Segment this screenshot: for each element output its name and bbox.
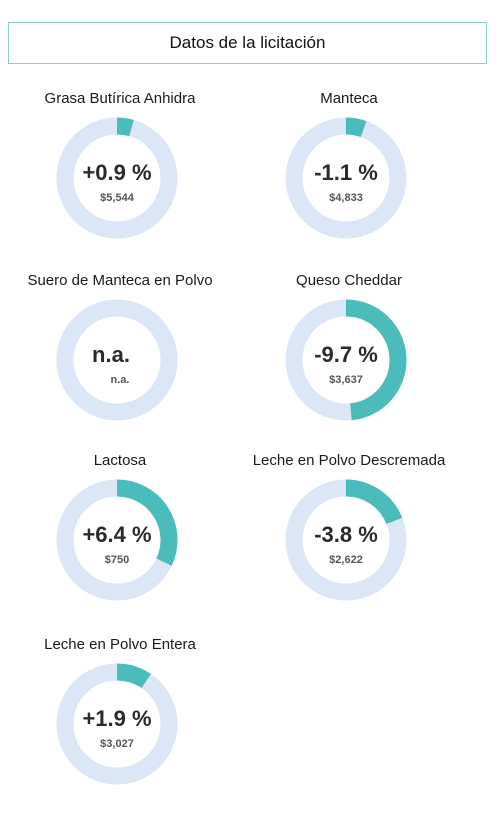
donut-chart: -3.8 % $2,622 — [285, 479, 407, 601]
donut-price-value: $4,833 — [329, 192, 363, 204]
donut-arc — [116, 479, 178, 566]
donut-label: Suero de Manteca en Polvo — [27, 272, 213, 289]
donut-arc — [116, 663, 152, 689]
donut-card: Grasa Butírica Anhidra +0.9 % $5,544 — [0, 90, 240, 270]
donut-label: Grasa Butírica Anhidra — [44, 90, 196, 107]
donut-arc — [345, 299, 407, 421]
donut-change-value: -1.1 % — [314, 160, 378, 185]
donut-price-value: $3,637 — [329, 374, 363, 386]
tender-data-header: Datos de la licitación — [8, 22, 487, 64]
donut-label: Manteca — [320, 90, 378, 107]
donut-change-value: +6.4 % — [82, 522, 151, 547]
donut-price-value: $5,544 — [100, 192, 135, 204]
donut-chart: n.a. n.a. — [56, 299, 178, 421]
donut-chart: -1.1 % $4,833 — [285, 117, 407, 239]
donut-label: Lactosa — [93, 452, 147, 469]
donut-price-value: $750 — [105, 554, 129, 566]
donut-label: Queso Cheddar — [296, 272, 402, 289]
donut-chart: -9.7 % $3,637 — [285, 299, 407, 421]
donut-label: Leche en Polvo Entera — [44, 636, 196, 653]
donut-change-value: -9.7 % — [314, 342, 378, 367]
donut-track — [56, 299, 178, 421]
donut-change-value: +1.9 % — [82, 706, 151, 731]
donut-label: Leche en Polvo Descremada — [252, 452, 446, 469]
donut-card: Suero de Manteca en Polvo n.a. n.a. — [0, 272, 240, 452]
donut-card: Leche en Polvo Entera +1.9 % $3,027 — [0, 636, 240, 816]
donut-card: Manteca -1.1 % $4,833 — [229, 90, 469, 270]
header-title: Datos de la licitación — [169, 33, 326, 52]
donut-change-value: n.a. — [92, 342, 130, 367]
donut-price-value: n.a. — [111, 374, 130, 386]
donut-price-value: $3,027 — [100, 738, 134, 750]
donut-arc — [345, 479, 403, 525]
donut-change-value: -3.8 % — [314, 522, 378, 547]
donut-card: Queso Cheddar -9.7 % $3,637 — [229, 272, 469, 452]
donut-arc — [345, 117, 367, 138]
donut-chart: +6.4 % $750 — [56, 479, 178, 601]
donut-chart: +0.9 % $5,544 — [56, 117, 178, 239]
donut-chart: +1.9 % $3,027 — [56, 663, 178, 785]
donut-change-value: +0.9 % — [82, 160, 151, 185]
donut-card: Leche en Polvo Descremada -3.8 % $2,622 — [229, 452, 469, 632]
donut-price-value: $2,622 — [329, 554, 363, 566]
donut-card: Lactosa +6.4 % $750 — [0, 452, 240, 632]
donut-arc — [116, 117, 134, 137]
